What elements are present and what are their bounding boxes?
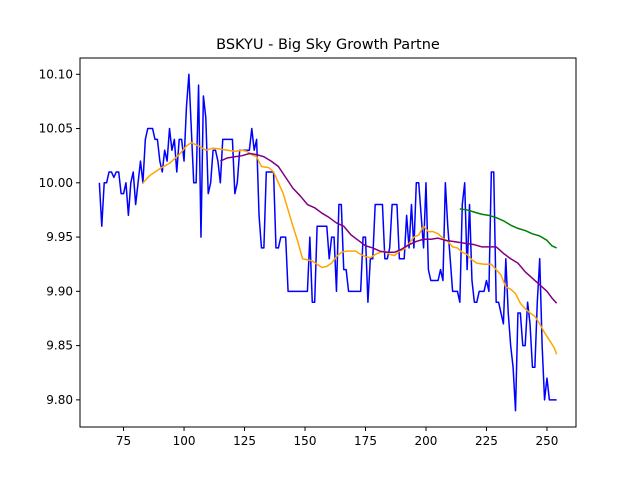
y-tick-label: 10.00 xyxy=(39,176,73,190)
y-axis-ticks: 9.80 9.85 9.90 9.95 10.00 10.05 10.10 xyxy=(39,67,80,407)
chart-title: BSKYU - Big Sky Growth Partne xyxy=(216,37,440,53)
x-tick-label: 250 xyxy=(536,434,559,448)
x-tick-label: 75 xyxy=(116,434,131,448)
series-line-4 xyxy=(459,208,557,249)
series-line-1 xyxy=(98,73,557,412)
y-tick-label: 9.80 xyxy=(46,393,73,407)
x-tick-label: 200 xyxy=(415,434,438,448)
series-line-3 xyxy=(220,152,558,304)
series-line-2 xyxy=(142,141,558,355)
x-tick-label: 225 xyxy=(475,434,498,448)
x-tick-label: 100 xyxy=(173,434,196,448)
y-tick-label: 9.95 xyxy=(46,230,73,244)
series-layer xyxy=(98,73,558,412)
x-tick-label: 125 xyxy=(233,434,256,448)
x-tick-label: 175 xyxy=(354,434,377,448)
plot-area-frame xyxy=(79,57,577,428)
x-axis-ticks: 75 100 125 150 175 200 225 250 xyxy=(116,427,559,448)
y-tick-label: 9.85 xyxy=(46,339,73,353)
y-tick-label: 10.05 xyxy=(39,122,73,136)
x-tick-label: 150 xyxy=(294,434,317,448)
y-tick-label: 10.10 xyxy=(39,67,73,81)
y-tick-label: 9.90 xyxy=(46,284,73,298)
